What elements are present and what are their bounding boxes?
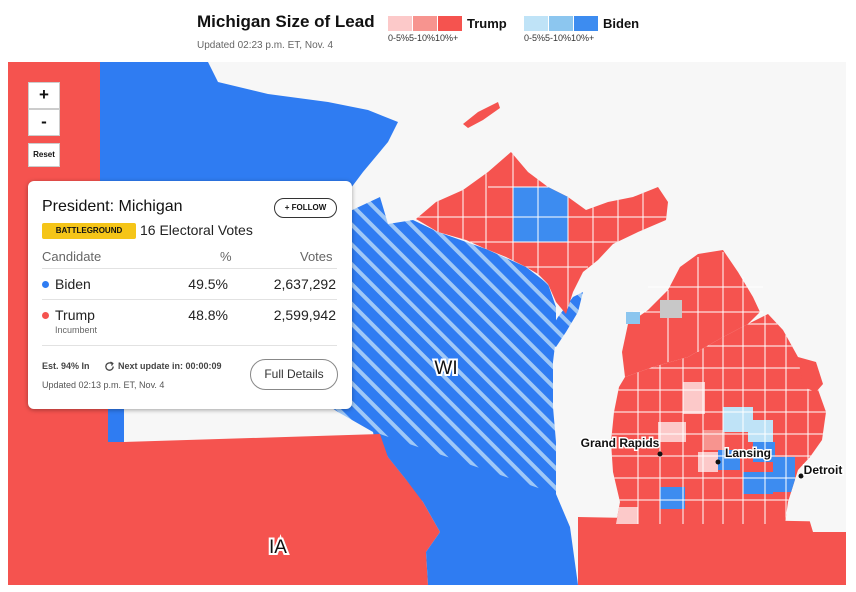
michigan-thumb xyxy=(798,357,823,392)
race-title: President: Michigan xyxy=(42,198,183,215)
column-header-candidate: Candidate xyxy=(42,249,102,264)
legend-biden-label: Biden xyxy=(603,16,640,31)
state-wisconsin[interactable] xyxy=(288,197,556,502)
zoom-out-button[interactable]: - xyxy=(28,109,60,136)
state-label-ia: IA xyxy=(269,537,287,558)
election-map[interactable]: WI IA Grand Rapids Lansing Detroit xyxy=(8,62,846,585)
county-wayne[interactable] xyxy=(773,457,795,492)
map-title: Michigan Size of Lead xyxy=(197,12,375,31)
county-kalamazoo[interactable] xyxy=(660,487,685,509)
legend-tick: 10%+ xyxy=(435,33,459,43)
city-label-lansing: Lansing xyxy=(725,446,771,460)
candidate-pct: 49.5% xyxy=(188,276,228,292)
candidate-row-biden[interactable]: Biden xyxy=(42,276,91,292)
legend-biden-swatch-mid xyxy=(549,16,573,31)
legend-trump-swatch-mid xyxy=(413,16,437,31)
county-genesee[interactable] xyxy=(748,420,773,442)
full-details-button[interactable]: Full Details xyxy=(250,359,338,390)
follow-button[interactable]: + FOLLOW xyxy=(274,198,337,218)
legend-tick: 5-10% xyxy=(545,33,572,43)
county-marquette[interactable] xyxy=(513,187,568,242)
city-dot-detroit xyxy=(798,473,804,479)
county-leelanau[interactable] xyxy=(626,312,640,324)
county-kent[interactable] xyxy=(658,422,686,442)
incumbent-label: Incumbent xyxy=(55,325,98,335)
michigan-lower-peninsula[interactable] xyxy=(611,314,826,524)
legend-tick: 0-5% xyxy=(524,33,546,43)
next-update-text: Next update in: 00:00:09 xyxy=(118,361,222,371)
city-label-grand-rapids: Grand Rapids xyxy=(581,436,660,450)
county-no-results[interactable] xyxy=(660,300,682,318)
legend-trump-label: Trump xyxy=(467,16,507,31)
reset-button[interactable]: Reset xyxy=(28,143,60,167)
county-oakland[interactable] xyxy=(753,442,775,462)
zoom-in-button[interactable]: + xyxy=(28,82,60,109)
county-berrien[interactable] xyxy=(614,507,638,527)
state-label-wi: WI xyxy=(434,358,457,379)
legend-tick: 5-10% xyxy=(409,33,436,43)
legend-biden-swatch-high xyxy=(574,16,598,31)
legend-biden: Biden 0-5%5-10%10%+ xyxy=(524,16,639,43)
legend-tick: 0-5% xyxy=(388,33,410,43)
map-svg[interactable]: WI IA Grand Rapids Lansing Detroit xyxy=(8,62,846,585)
county[interactable] xyxy=(703,430,725,450)
divider xyxy=(42,268,337,269)
legend-tick: 10%+ xyxy=(571,33,595,43)
nlp-county-lines xyxy=(633,252,763,362)
column-header-votes: Votes xyxy=(300,249,333,264)
county[interactable] xyxy=(683,382,705,414)
legend-biden-swatch-low xyxy=(524,16,548,31)
county-washtenaw[interactable] xyxy=(743,472,773,494)
city-dot-grand-rapids xyxy=(657,451,663,457)
candidate-name: Trump xyxy=(55,307,95,323)
battleground-badge: BATTLEGROUND xyxy=(42,223,136,239)
divider xyxy=(42,345,337,346)
estimate-in: Est. 94% In xyxy=(42,361,90,371)
isle-royale xyxy=(463,102,500,128)
refresh-icon xyxy=(105,361,114,371)
candidate-name: Biden xyxy=(55,276,91,292)
wisconsin-door-peninsula xyxy=(540,292,583,347)
card-updated-time: Updated 02:13 p.m. ET, Nov. 4 xyxy=(42,380,165,390)
biden-party-dot xyxy=(42,280,49,288)
next-update: Next update in: 00:00:09 xyxy=(104,361,222,372)
results-card: President: Michigan + FOLLOW BATTLEGROUN… xyxy=(28,181,352,409)
trump-party-dot xyxy=(42,311,49,319)
legend-trump-swatch-high xyxy=(438,16,462,31)
city-dot-lansing xyxy=(715,459,721,465)
state-indiana-ohio[interactable] xyxy=(578,517,846,585)
map-updated-time: Updated 02:23 p.m. ET, Nov. 4 xyxy=(197,40,334,51)
electoral-votes: 16 Electoral Votes xyxy=(140,222,253,238)
legend-trump: Trump 0-5%5-10%10%+ xyxy=(388,16,507,43)
legend-trump-swatch-low xyxy=(388,16,412,31)
state-iowa[interactable] xyxy=(8,434,440,585)
legend-trump-ticks: 0-5%5-10%10%+ xyxy=(388,33,458,43)
candidate-votes: 2,599,942 xyxy=(273,307,336,323)
divider xyxy=(42,299,337,300)
state-illinois[interactable] xyxy=(380,434,578,585)
legend-biden-ticks: 0-5%5-10%10%+ xyxy=(524,33,594,43)
lake-erie xyxy=(798,462,846,532)
michigan-northern-lower[interactable] xyxy=(622,250,760,377)
candidate-row-trump[interactable]: Trump xyxy=(42,307,95,323)
county[interactable] xyxy=(698,452,718,472)
candidate-votes: 2,637,292 xyxy=(273,276,336,292)
candidate-pct: 48.8% xyxy=(188,307,228,323)
city-label-detroit: Detroit xyxy=(804,463,843,477)
column-header-pct: % xyxy=(220,249,232,264)
